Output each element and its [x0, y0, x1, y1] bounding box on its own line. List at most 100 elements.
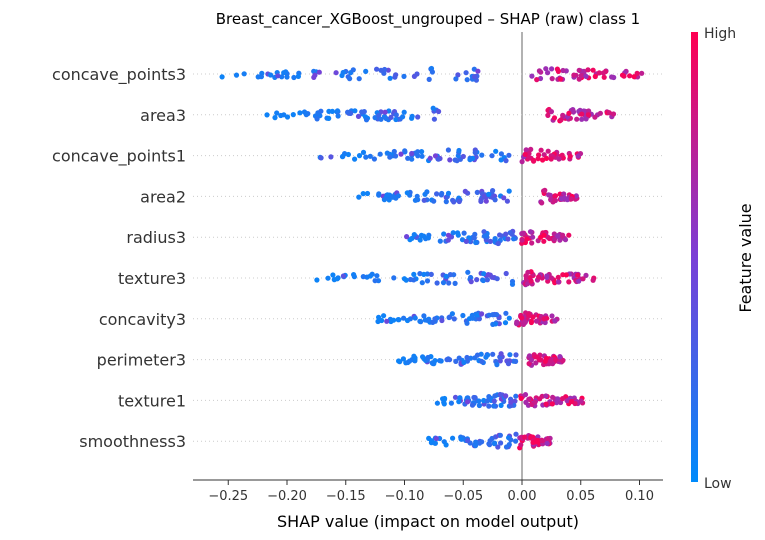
shap-point [409, 150, 415, 157]
shap-point [411, 277, 417, 283]
shap-point [476, 398, 482, 404]
shap-point [492, 197, 498, 203]
shap-point [491, 403, 497, 409]
shap-point [534, 354, 540, 360]
feature-points [426, 431, 553, 451]
shap-point [481, 193, 487, 199]
shap-point [376, 112, 382, 118]
shap-point [424, 278, 431, 284]
shap-point [609, 74, 615, 80]
shap-point [437, 238, 443, 244]
shap-point [422, 317, 428, 323]
shap-point [347, 76, 353, 82]
shap-point [447, 157, 453, 163]
shap-point [453, 76, 459, 82]
shap-point [631, 74, 637, 80]
shap-point [279, 74, 285, 80]
shap-point [318, 155, 324, 161]
shap-point [398, 151, 404, 157]
shap-point [585, 112, 592, 118]
shap-point [432, 440, 438, 446]
shap-point [401, 276, 407, 282]
shap-point [505, 236, 511, 242]
shap-point [441, 231, 447, 237]
shap-point [412, 315, 418, 321]
shap-point [528, 146, 534, 152]
shap-point [421, 271, 427, 277]
shap-point [356, 194, 362, 200]
shap-point [568, 398, 575, 405]
shap-point [586, 108, 592, 114]
shap-point [527, 229, 534, 235]
feature-label: radius3 [126, 228, 186, 247]
shap-point [391, 317, 397, 323]
shap-point [503, 270, 509, 277]
shap-point [460, 153, 466, 160]
shap-point [489, 274, 495, 280]
shap-point [284, 74, 290, 80]
shap-point [526, 312, 532, 318]
shap-point [417, 318, 423, 324]
shap-point [233, 72, 240, 78]
shap-point [450, 435, 456, 441]
x-axis-label: SHAP value (impact on model output) [277, 512, 579, 531]
shap-point [476, 402, 482, 409]
x-tick-label: −0.10 [385, 489, 425, 504]
shap-point [335, 113, 341, 119]
shap-point [592, 114, 598, 120]
shap-point [470, 315, 476, 321]
shap-point [481, 271, 487, 277]
shap-point [479, 152, 485, 158]
shap-point [436, 108, 442, 115]
shap-point [411, 271, 417, 277]
shap-point [409, 113, 415, 119]
shap-point [518, 442, 524, 448]
shap-point [431, 198, 437, 204]
shap-point [512, 398, 518, 404]
shap-point [555, 279, 562, 285]
shap-point [575, 153, 581, 159]
shap-point [374, 66, 380, 72]
shap-point [469, 402, 476, 408]
shap-point [524, 236, 530, 242]
shap-point [519, 159, 525, 165]
shap-point [486, 394, 492, 400]
shap-point [545, 70, 551, 76]
shap-point [627, 73, 633, 79]
shap-point [475, 68, 481, 74]
shap-point [376, 191, 382, 197]
shap-point [519, 237, 525, 243]
shap-point [360, 191, 366, 197]
shap-point [486, 403, 492, 409]
shap-point [352, 108, 358, 114]
shap-point [440, 280, 447, 286]
shap-point [325, 275, 331, 281]
shap-point [514, 321, 520, 327]
shap-point [456, 147, 462, 154]
shap-point [529, 73, 535, 79]
shap-point [550, 394, 556, 400]
shap-point [395, 317, 401, 323]
shap-point [491, 441, 497, 447]
shap-point [361, 109, 367, 115]
shap-point [450, 230, 456, 236]
shap-point [528, 357, 535, 363]
shap-point [554, 66, 561, 72]
shap-point [340, 153, 346, 159]
shap-point [355, 113, 362, 119]
shap-point [264, 112, 270, 118]
shap-point [411, 353, 417, 359]
shap-point [454, 158, 460, 164]
shap-point [334, 276, 340, 282]
shap-point [522, 318, 528, 325]
shap-point [558, 117, 564, 123]
shap-point [485, 272, 491, 278]
shap-point [530, 439, 536, 445]
shap-point [528, 278, 534, 284]
feature-points [356, 187, 580, 206]
shap-point [283, 69, 289, 75]
x-tick-label: 0.00 [508, 489, 537, 504]
x-tick-label: −0.05 [443, 489, 483, 504]
shap-point [563, 272, 569, 278]
